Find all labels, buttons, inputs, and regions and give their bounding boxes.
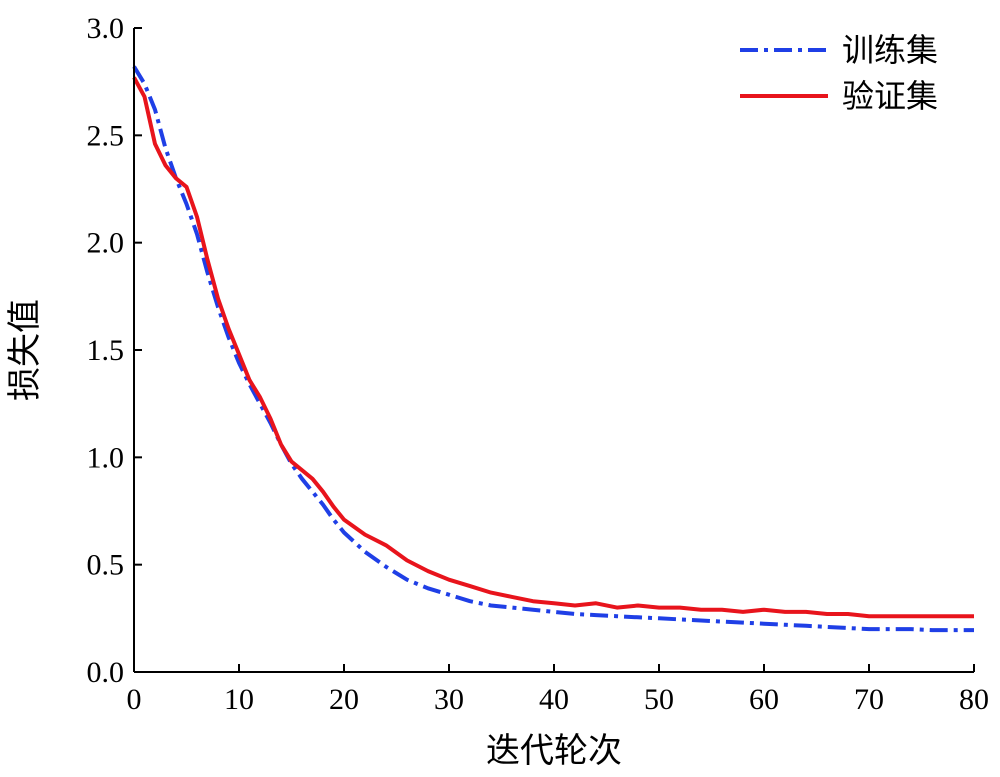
ticks-layer: 0 10 20 30 40 50 60 70 80 0.0 0.5 1.0 1.5 2.0 2.5 3.0 [87,12,990,716]
x-axis-title: 迭代轮次 [486,731,622,771]
x-tick-label: 50 [644,683,674,716]
series-layer [132,65,974,633]
axes-layer [133,28,974,673]
y-tick-label: 1.5 [87,334,125,367]
y-tick-label: 1.0 [87,441,125,474]
x-tick-label: 0 [127,683,142,716]
y-tick-label: 2.0 [87,227,125,260]
legend-label-train: 训练集 [842,31,938,69]
x-tick-label: 60 [749,683,779,716]
y-axis-title: 损失值 [5,299,45,401]
series-line-val [132,76,974,619]
x-tick-label: 30 [434,683,464,716]
x-tick-label: 70 [854,683,884,716]
y-tick-label: 0.0 [87,656,125,689]
series-line-train [132,65,974,633]
x-tick-label: 40 [539,683,569,716]
y-tick-label: 3.0 [87,12,125,45]
legend-label-val: 验证集 [842,77,938,115]
x-tick-label: 20 [329,683,359,716]
x-tick-label: 80 [959,683,989,716]
y-tick-label: 0.5 [87,549,125,582]
y-tick-label: 2.5 [87,119,125,152]
legend: 训练集 验证集 [740,31,938,115]
x-tick-label: 10 [224,683,254,716]
